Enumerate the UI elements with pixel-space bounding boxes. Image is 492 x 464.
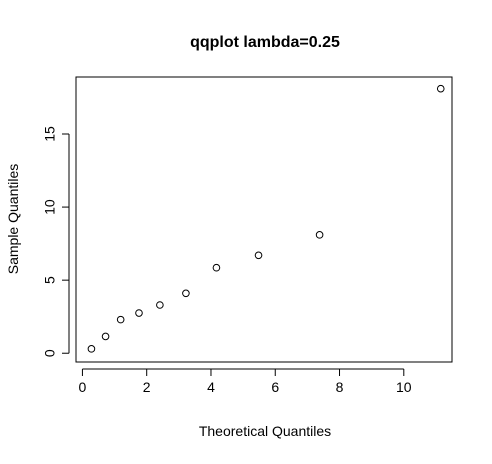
data-point — [116, 315, 125, 324]
y-tick-label: 5 — [42, 276, 58, 284]
x-tick-label: 2 — [143, 379, 151, 395]
data-point — [135, 309, 143, 317]
chart-title: qqplot lambda=0.25 — [190, 34, 340, 51]
data-point — [254, 251, 263, 260]
x-tick-label: 10 — [396, 379, 412, 395]
data-point — [101, 332, 110, 341]
x-tick-label: 4 — [207, 379, 215, 395]
plot-frame — [75, 76, 453, 363]
y-tick-label: 0 — [42, 349, 58, 357]
y-axis-label: Sample Quantiles — [5, 164, 21, 275]
y-tick-label: 10 — [42, 199, 58, 215]
y-axis: 0 5 10 15 — [42, 126, 70, 357]
data-points — [87, 84, 445, 353]
x-axis: 0 2 4 6 8 10 — [79, 368, 412, 395]
x-tick-label: 6 — [271, 379, 279, 395]
data-point — [87, 345, 96, 353]
data-point — [315, 231, 324, 239]
data-point — [156, 301, 164, 309]
y-tick-label: 15 — [42, 126, 58, 142]
x-tick-label: 0 — [79, 379, 87, 395]
x-axis-label: Theoretical Quantiles — [199, 423, 331, 439]
x-tick-label: 8 — [336, 379, 344, 395]
data-point — [212, 263, 221, 272]
data-point — [436, 84, 445, 93]
data-point — [182, 289, 190, 298]
